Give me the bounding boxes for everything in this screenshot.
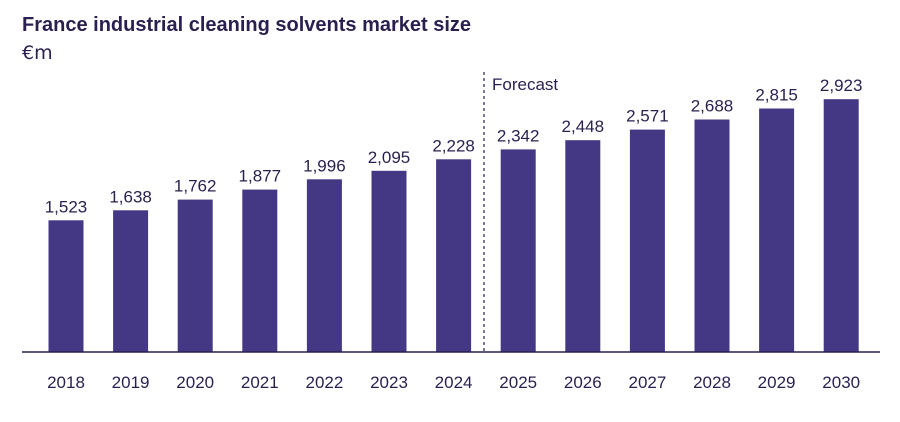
bar-2025 (500, 149, 536, 352)
value-label-2018: 1,523 (45, 197, 88, 216)
bar-2029 (759, 108, 795, 352)
x-tick-label-2026: 2026 (564, 373, 602, 392)
value-label-2023: 2,095 (368, 148, 411, 167)
bar-2027 (629, 129, 665, 352)
x-tick-label-2027: 2027 (628, 373, 666, 392)
x-tick-label-2022: 2022 (305, 373, 343, 392)
x-tick-label-2023: 2023 (370, 373, 408, 392)
value-label-2027: 2,571 (626, 107, 669, 126)
x-tick-label-2019: 2019 (112, 373, 150, 392)
value-label-2022: 1,996 (303, 156, 346, 175)
x-tick-label-2029: 2029 (758, 373, 796, 392)
value-label-2025: 2,342 (497, 126, 540, 145)
x-tick-label-2018: 2018 (47, 373, 85, 392)
value-label-2021: 1,877 (239, 167, 282, 186)
bar-2020 (177, 199, 213, 352)
value-label-2019: 1,638 (109, 187, 152, 206)
x-tick-label-2021: 2021 (241, 373, 279, 392)
x-tick-label-2025: 2025 (499, 373, 537, 392)
unit-label: €m (22, 42, 53, 64)
chart-title: France industrial cleaning solvents mark… (22, 14, 472, 36)
bar-2028 (694, 119, 730, 352)
x-tick-label-2030: 2030 (822, 373, 860, 392)
value-label-2028: 2,688 (691, 97, 734, 116)
bar-2019 (113, 210, 149, 352)
value-label-2020: 1,762 (174, 177, 217, 196)
x-tick-label-2020: 2020 (176, 373, 214, 392)
value-label-2026: 2,448 (562, 117, 605, 136)
bar-2021 (242, 189, 278, 352)
value-label-2029: 2,815 (755, 86, 798, 105)
bar-2024 (436, 159, 472, 352)
bar-2022 (306, 179, 342, 352)
bar-2030 (823, 99, 859, 352)
bar-2018 (48, 220, 84, 352)
x-tick-label-2024: 2024 (435, 373, 473, 392)
forecast-label: Forecast (492, 75, 558, 94)
bar-2023 (371, 170, 407, 352)
value-label-2024: 2,228 (432, 136, 475, 155)
value-label-2030: 2,923 (820, 76, 863, 95)
x-tick-label-2028: 2028 (693, 373, 731, 392)
bar-2026 (565, 140, 601, 352)
